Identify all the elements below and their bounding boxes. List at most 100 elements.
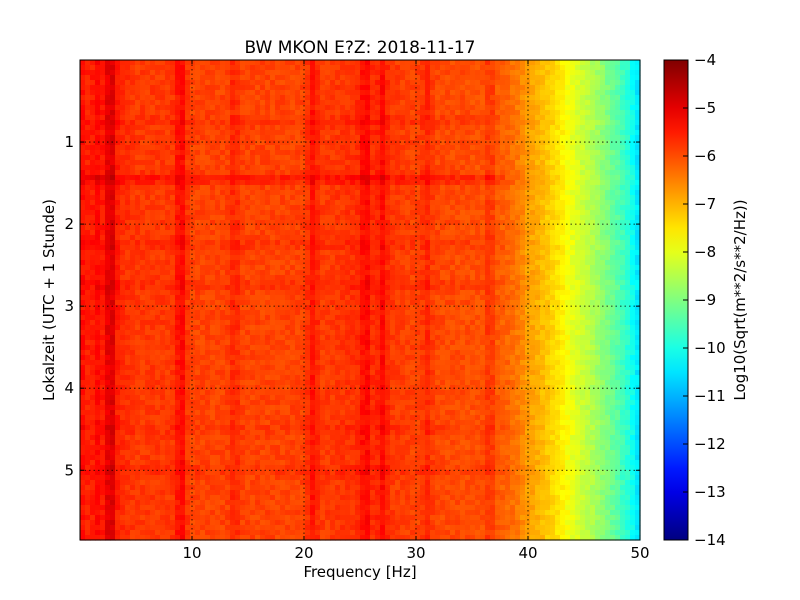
heatmap-cell [80,235,86,241]
heatmap-cell [115,110,121,116]
heatmap-cell [405,65,411,71]
heatmap-cell [345,65,351,71]
heatmap-cell [210,65,216,71]
heatmap-cell [330,100,336,106]
heatmap-cell [150,265,156,271]
heatmap-cell [325,140,331,146]
heatmap-cell [105,235,111,241]
heatmap-cell [555,265,561,271]
heatmap-cell [440,70,446,76]
heatmap-cell [250,215,256,221]
heatmap-cell [570,195,576,201]
heatmap-cell [265,190,271,196]
heatmap-cell [290,130,296,136]
heatmap-cell [550,255,556,261]
heatmap-cell [570,100,576,106]
heatmap-cell [510,105,516,111]
heatmap-cell [325,260,331,266]
heatmap-cell [335,170,341,176]
heatmap-cell [630,215,636,221]
heatmap-cell [250,120,256,126]
heatmap-cell [620,75,626,81]
heatmap-cell [470,155,476,161]
heatmap-cell [365,100,371,106]
heatmap-cell [170,150,176,156]
heatmap-cell [330,235,336,241]
heatmap-cell [135,75,141,81]
heatmap-cell [375,100,381,106]
heatmap-cell [95,85,101,91]
heatmap-cell [220,145,226,151]
heatmap-cell [560,165,566,171]
heatmap-cell [400,155,406,161]
heatmap-cell [410,160,416,166]
heatmap-cell [485,160,491,166]
heatmap-cell [115,155,121,161]
heatmap-cell [230,230,236,236]
heatmap-cell [500,100,506,106]
heatmap-cell [345,240,351,246]
heatmap-cell [630,85,636,91]
heatmap-cell [235,260,241,266]
heatmap-cell [585,100,591,106]
heatmap-cell [540,265,546,271]
heatmap-cell [465,110,471,116]
heatmap-cell [545,75,551,81]
heatmap-cell [150,70,156,76]
heatmap-cell [290,140,296,146]
heatmap-cell [110,75,116,81]
heatmap-cell [315,250,321,256]
heatmap-cell [520,270,526,276]
heatmap-cell [435,90,441,96]
heatmap-cell [570,120,576,126]
heatmap-cell [115,90,121,96]
heatmap-cell [460,140,466,146]
heatmap-cell [245,215,251,221]
heatmap-cell [285,195,291,201]
heatmap-cell [305,70,311,76]
heatmap-cell [480,220,486,226]
heatmap-cell [610,115,616,121]
heatmap-cell [190,160,196,166]
heatmap-cell [420,265,426,271]
heatmap-cell [460,260,466,266]
heatmap-cell [200,115,206,121]
heatmap-cell [555,195,561,201]
heatmap-cell [225,220,231,226]
heatmap-cell [215,205,221,211]
heatmap-cell [220,280,226,286]
heatmap-cell [625,255,631,261]
heatmap-cell [560,250,566,256]
heatmap-cell [420,200,426,206]
heatmap-cell [480,265,486,271]
heatmap-cell [185,150,191,156]
heatmap-cell [505,115,511,121]
heatmap-cell [325,135,331,141]
heatmap-cell [575,275,581,281]
heatmap-cell [585,190,591,196]
heatmap-cell [165,210,171,216]
heatmap-cell [215,265,221,271]
heatmap-cell [395,165,401,171]
heatmap-cell [135,70,141,76]
heatmap-cell [540,170,546,176]
heatmap-cell [385,205,391,211]
heatmap-cell [485,130,491,136]
heatmap-cell [460,100,466,106]
heatmap-cell [555,230,561,236]
heatmap-cell [280,130,286,136]
heatmap-cell [615,110,621,116]
heatmap-cell [155,185,161,191]
heatmap-cell [530,100,536,106]
heatmap-cell [545,140,551,146]
heatmap-cell [350,230,356,236]
heatmap-cell [190,115,196,121]
heatmap-cell [570,70,576,76]
heatmap-cell [375,90,381,96]
heatmap-cell [610,95,616,101]
heatmap-cell [300,80,306,86]
heatmap-cell [550,245,556,251]
heatmap-cell [250,95,256,101]
heatmap-cell [420,95,426,101]
heatmap-cell [125,180,131,186]
